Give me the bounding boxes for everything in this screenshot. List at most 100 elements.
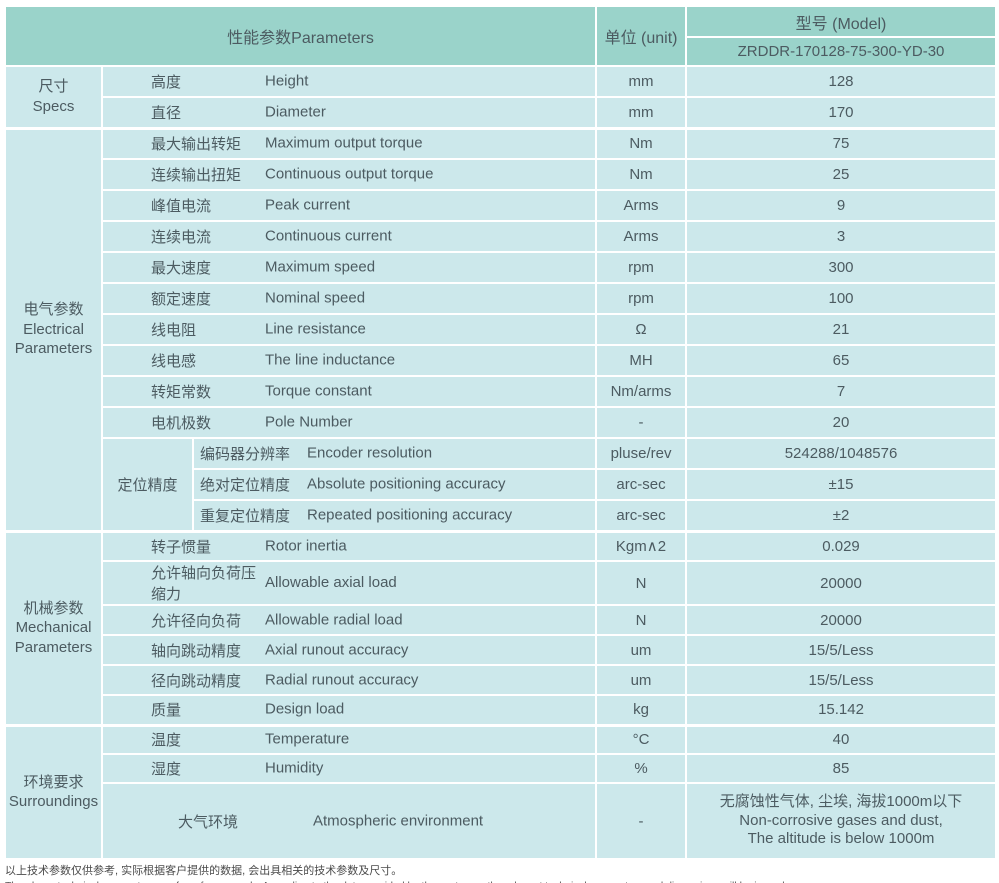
row-value: 15/5/Less	[685, 634, 998, 666]
table-row: 定位精度 编码器分辨率 Encoder resolution pluse/rev …	[5, 437, 998, 532]
row-label-en: Pole Number	[265, 413, 353, 431]
table-row: 质量 Design load kg 15.142	[5, 694, 998, 726]
row-label-en: Allowable axial load	[265, 573, 397, 591]
row-unit: Nm	[595, 126, 688, 160]
section-surroundings: 环境要求 Surroundings	[4, 723, 103, 860]
row-label-zh: 线电感	[151, 353, 197, 370]
row-label-zh: 连续输出扭矩	[151, 167, 242, 184]
row-value: 170	[685, 96, 998, 129]
section-electrical-en: Electrical Parameters	[14, 320, 93, 358]
section-mechanical: 机械参数 Mechanical Parameters	[4, 529, 103, 726]
row-label-cell: 连续电流 Continuous current	[100, 220, 598, 253]
row-label-zh: 高度	[151, 74, 182, 91]
table-row: 连续电流 Continuous current Arms 3	[5, 220, 998, 253]
row-value: ±15	[685, 468, 998, 501]
table-row: 径向跳动精度 Radial runout accuracy um 15/5/Les…	[5, 664, 998, 696]
row-label-cell: 重复定位精度 Repeated positioning accuracy	[191, 499, 598, 532]
row-value-line: Non-corrosive gases and dust,	[739, 811, 943, 829]
row-value: 25	[685, 158, 998, 191]
row-label-zh: 编码器分辨率	[200, 446, 291, 463]
row-label-zh: 质量	[151, 702, 182, 720]
row-label-en: Design load	[265, 700, 345, 718]
row-label-en: Repeated positioning accuracy	[307, 506, 513, 524]
section-specs-en: Specs	[32, 97, 75, 115]
row-label-en: Radial runout accuracy	[265, 670, 419, 688]
row-unit: -	[595, 782, 688, 860]
table-row: 连续输出扭矩 Continuous output torque Nm 25	[5, 158, 998, 191]
row-unit: N	[595, 604, 688, 636]
row-unit: um	[595, 634, 688, 666]
section-mechanical-en: Mechanical Parameters	[14, 619, 93, 656]
row-unit: Arms	[595, 220, 688, 253]
row-label-cell: 温度 Temperature	[100, 723, 598, 755]
table-row: 尺寸 Specs 高度 Height mm 128	[4, 65, 998, 129]
table-row: 环境要求 Surroundings 温度 Temperature °C 40	[4, 723, 998, 860]
table-row: 转矩常数 Torque constant Nm/arms 7	[5, 375, 998, 408]
row-label-zh: 线电阻	[151, 322, 197, 339]
row-value: 128	[685, 65, 998, 98]
row-label-zh: 电机极数	[151, 415, 212, 432]
row-label-cell: 允许径向负荷 Allowable radial load	[100, 604, 598, 636]
row-label-cell: 质量 Design load	[100, 694, 598, 726]
row-value-line: 无腐蚀性气体, 尘埃, 海拔1000m以下	[719, 792, 963, 810]
row-label-en: Temperature	[265, 730, 350, 748]
row-label-zh: 大气环境	[177, 813, 238, 831]
table-row: 绝对定位精度 Absolute positioning accuracy arc-…	[5, 468, 998, 501]
row-label-cell: 最大输出转矩 Maximum output torque	[100, 126, 598, 160]
row-label-cell: 大气环境 Atmospheric environment	[100, 782, 598, 860]
row-value: 20000	[685, 560, 998, 606]
row-label-cell: 额定速度 Nominal speed	[100, 282, 598, 315]
table-row: 重复定位精度 Repeated positioning accuracy arc-…	[5, 499, 998, 532]
row-label-cell: 轴向跳动精度 Axial runout accuracy	[100, 634, 598, 666]
row-label-cell: 高度 Height	[100, 65, 598, 98]
row-label-zh: 绝对定位精度	[200, 477, 291, 494]
row-value: 20	[685, 406, 998, 439]
row-unit: -	[595, 406, 688, 439]
row-label-zh: 允许径向负荷	[151, 612, 242, 630]
row-unit: um	[595, 664, 688, 696]
row-value: 3	[685, 220, 998, 253]
row-unit: Kgm∧2	[595, 529, 688, 562]
row-label-zh: 重复定位精度	[200, 507, 291, 525]
row-unit: rpm	[595, 251, 688, 284]
row-label-en: Absolute positioning accuracy	[307, 475, 506, 493]
table-row: 电机极数 Pole Number - 20	[5, 406, 998, 439]
spec-table: 性能参数Parameters 单位 (unit) 型号 (Model) ZRDD…	[3, 5, 998, 860]
table-row: 线电阻 Line resistance Ω 21	[5, 313, 998, 346]
row-unit: Nm/arms	[595, 375, 688, 408]
row-label-zh: 轴向跳动精度	[151, 642, 242, 660]
row-label-cell: 径向跳动精度 Radial runout accuracy	[100, 664, 598, 696]
row-unit: °C	[595, 723, 688, 755]
positioning-accuracy-group: 定位精度	[101, 437, 194, 532]
table-row: 轴向跳动精度 Axial runout accuracy um 15/5/Less	[5, 634, 998, 666]
row-label-cell: 湿度 Humidity	[100, 753, 598, 784]
section-specs: 尺寸 Specs	[4, 65, 103, 129]
section-surroundings-en: Surroundings	[8, 793, 99, 811]
table-row: 电气参数 Electrical Parameters 最大输出转矩 Maximum…	[4, 126, 998, 532]
row-unit: N	[595, 560, 688, 606]
header-row: 性能参数Parameters 单位 (unit) 型号 (Model)	[3, 5, 998, 67]
row-value: 7	[685, 375, 998, 408]
row-label-cell: 线电感 The line inductance	[100, 344, 598, 377]
table-row: 直径 Diameter mm 170	[5, 96, 998, 129]
row-label-en: Peak current	[265, 196, 351, 214]
row-unit: rpm	[595, 282, 688, 315]
row-label-en: Allowable radial load	[265, 610, 403, 628]
table-row: 线电感 The line inductance MH 65	[5, 344, 998, 377]
row-label-en: Axial runout accuracy	[265, 640, 409, 658]
row-label-en: Continuous output torque	[265, 165, 434, 183]
row-label-cell: 电机极数 Pole Number	[100, 406, 598, 439]
row-label-cell: 转矩常数 Torque constant	[100, 375, 598, 408]
row-value: 15/5/Less	[685, 664, 998, 696]
row-label-cell: 连续输出扭矩 Continuous output torque	[100, 158, 598, 191]
footer-note: 以上技术参数仅供参考, 实际根据客户提供的数据, 会出具相关的技术参数及尺寸。 …	[5, 864, 999, 883]
row-label-zh: 额定速度	[151, 291, 212, 308]
row-label-zh: 直径	[151, 104, 182, 122]
model-value: ZRDDR-170128-75-300-YD-30	[685, 36, 998, 67]
table-row: 允许轴向负荷压缩力 Allowable axial load N 20000	[5, 560, 998, 606]
row-value: 9	[685, 189, 998, 222]
row-value: 75	[685, 126, 998, 160]
row-label-zh: 最大输出转矩	[151, 136, 242, 154]
row-label-cell: 线电阻 Line resistance	[100, 313, 598, 346]
row-unit: pluse/rev	[595, 437, 688, 470]
